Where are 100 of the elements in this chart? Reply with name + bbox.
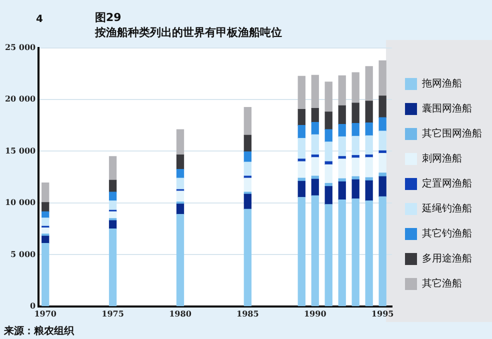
bar	[324, 142, 332, 162]
bar	[352, 122, 360, 137]
bar	[311, 134, 319, 156]
bar	[378, 130, 386, 152]
x-tick-label: 1980	[169, 308, 192, 318]
bar	[324, 112, 332, 130]
bar	[108, 220, 117, 230]
source-note: 来源：粮农组织	[4, 324, 74, 338]
legend-label: 其它围网渔船	[422, 128, 482, 140]
chart-title: 图29	[95, 10, 122, 25]
bar	[378, 172, 386, 177]
y-tick-label: 10 000	[4, 197, 36, 208]
bar	[365, 200, 373, 306]
bar	[324, 82, 332, 112]
bar	[324, 204, 332, 306]
legend-label: 其它渔船	[422, 278, 462, 290]
bar	[338, 75, 346, 106]
bar	[311, 178, 319, 196]
bar	[352, 198, 360, 306]
bar	[244, 208, 252, 306]
y-tick-label: 20 000	[4, 94, 36, 104]
bar	[244, 134, 252, 152]
bar	[352, 179, 360, 200]
bar	[365, 122, 373, 136]
y-tick-label: 0	[30, 300, 36, 310]
bar	[244, 151, 252, 162]
y-tick-label: 25 000	[4, 42, 36, 52]
bar	[42, 242, 50, 306]
bar	[338, 158, 346, 179]
bar	[365, 180, 373, 202]
bar	[311, 157, 319, 176]
y-tick-label: 15 000	[4, 145, 36, 156]
bar	[311, 74, 319, 109]
x-tick-label: 1995	[371, 308, 394, 318]
bar	[352, 102, 360, 124]
bar	[244, 162, 252, 176]
bar	[338, 124, 346, 138]
bar	[176, 214, 184, 306]
bar	[108, 156, 117, 181]
bar	[176, 154, 184, 170]
bar	[298, 196, 306, 306]
bar	[42, 218, 50, 227]
legend-label: 囊围网渔船	[422, 102, 472, 115]
bar	[298, 180, 306, 198]
bar	[298, 76, 306, 110]
bar	[298, 158, 306, 162]
bar	[244, 194, 252, 210]
bar	[311, 122, 319, 136]
legend-label: 延绳钓渔船	[421, 202, 472, 215]
bar	[378, 196, 386, 306]
bar	[365, 157, 373, 178]
bar	[378, 152, 386, 174]
bar	[42, 236, 50, 244]
bar	[244, 178, 252, 192]
bar	[311, 195, 319, 306]
bar	[176, 129, 184, 156]
bar	[176, 169, 184, 178]
bar	[378, 117, 386, 132]
bar	[338, 105, 346, 125]
bar	[378, 60, 386, 96]
chart-subtitle: 按渔船种类列出的世界有甲板渔船吨位	[95, 25, 282, 40]
bar	[311, 176, 319, 180]
bar	[338, 200, 346, 306]
bar	[298, 161, 306, 178]
legend-label: 定置网渔船	[422, 178, 472, 190]
bar	[324, 186, 332, 205]
legend-label: 拖网渔船	[421, 78, 462, 90]
bar	[338, 181, 346, 200]
bar	[378, 176, 386, 198]
x-tick-label: 1990	[304, 308, 327, 318]
bar	[352, 136, 360, 156]
bar	[176, 204, 184, 215]
bar	[365, 66, 373, 102]
legend-label: 刺网渔船	[422, 152, 462, 165]
bar	[108, 228, 117, 306]
bar	[42, 182, 50, 203]
bar	[244, 106, 252, 136]
legend-label: 多用途渔船	[422, 252, 472, 265]
bar	[108, 180, 117, 192]
y-tick-label: 5 000	[10, 248, 36, 259]
bar	[365, 100, 373, 124]
bar	[352, 72, 360, 104]
bar	[378, 96, 386, 118]
legend-label: 其它钓渔船	[422, 228, 472, 240]
bar	[298, 138, 306, 160]
bar	[298, 125, 306, 139]
bar	[42, 202, 50, 212]
bar	[311, 108, 319, 123]
bar	[324, 164, 332, 184]
bar	[298, 109, 306, 126]
bar	[108, 200, 117, 211]
bar	[352, 158, 360, 177]
x-tick-label: 1970	[34, 308, 57, 318]
bar	[176, 190, 184, 202]
bar	[324, 129, 332, 142]
bar	[338, 136, 346, 157]
x-tick-label: 1985	[236, 308, 259, 318]
x-tick-label: 1975	[102, 308, 124, 318]
bar	[365, 135, 373, 156]
text: 4	[36, 14, 43, 25]
